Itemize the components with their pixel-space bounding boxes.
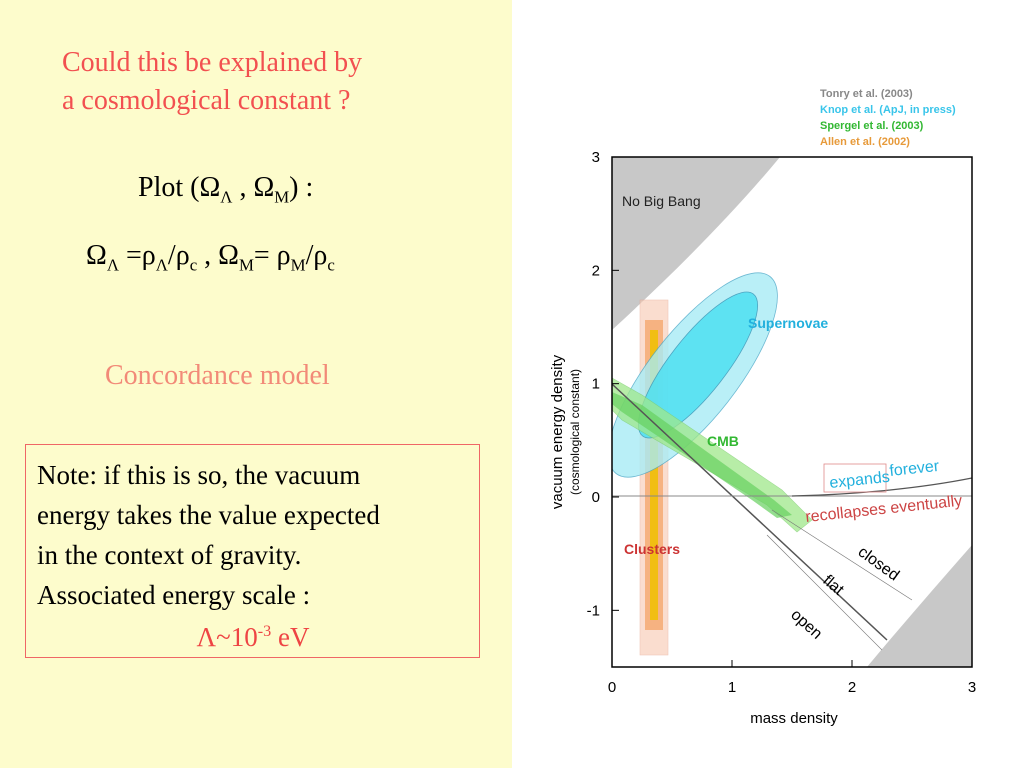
rho-sub-c2: c	[327, 255, 335, 275]
x-tick-label-3: 3	[968, 679, 976, 696]
plot-frame	[611, 156, 973, 668]
cmb-band-core	[612, 392, 792, 518]
omega-comma: , Ω	[197, 240, 239, 271]
y-tick-label-3: 0	[592, 489, 600, 506]
legend-entry-1: Knop et al. (ApJ, in press)	[820, 104, 956, 116]
no-big-bang-region	[612, 157, 780, 330]
expands-box	[823, 463, 887, 493]
concordance-model-label: Concordance model	[105, 360, 330, 391]
rho-sub-lambda: Λ	[155, 255, 168, 275]
omega-eq: =ρ	[118, 240, 156, 271]
cmb-label: CMB	[707, 433, 739, 449]
omega-div2: /ρ	[305, 240, 328, 271]
y-tick-label-1: 2	[592, 262, 600, 279]
recollapses-label: recollapses eventually	[805, 493, 963, 526]
note-line-1: Note: if this is so, the vacuum	[37, 460, 361, 490]
flat-label: flat	[819, 572, 847, 599]
x-tick-label-2: 2	[848, 679, 856, 696]
y-axis-label: vacuum energy density	[549, 354, 566, 509]
rho-sub-c: c	[189, 255, 198, 275]
chart-legend: Tonry et al. (2003) Knop et al. (ApJ, in …	[820, 88, 956, 148]
plot-prefix: Plot (Ω	[138, 172, 221, 203]
legend-entry-2: Spergel et al. (2003)	[820, 120, 924, 132]
supernovae-label: Supernovae	[748, 315, 828, 331]
legend-entry-3: Allen et al. (2002)	[820, 136, 910, 148]
legend-entry-0: Tonry et al. (2003)	[820, 88, 913, 100]
y-tick-label-4: -1	[587, 602, 600, 619]
note-line-2: energy takes the value expected	[37, 500, 380, 530]
x-axis-ticks: 0 1 2 3	[608, 660, 976, 696]
omega-sub-lambda: Λ	[106, 255, 119, 275]
note-line-4: Associated energy scale :	[37, 580, 311, 610]
y-axis-sublabel: (cosmological constant)	[568, 369, 582, 495]
omega-symbol: Ω	[86, 240, 107, 271]
expands-label: expands	[829, 469, 891, 492]
question-line-2: a cosmological constant ?	[62, 85, 351, 116]
plot-suffix: ) :	[289, 172, 314, 203]
clusters-band-core	[650, 330, 658, 620]
y-tick-label-0: 3	[592, 149, 600, 166]
expands-recollapse-curve	[791, 477, 972, 497]
y-tick-label-2: 1	[592, 376, 600, 393]
plot-sub-lambda: Λ	[220, 187, 233, 207]
plot-mid: , Ω	[232, 172, 275, 203]
no-big-bang-label: No Big Bang	[622, 193, 701, 209]
question-heading: Could this be explained by a cosmologica…	[62, 44, 362, 120]
omega-div: /ρ	[167, 240, 190, 271]
right-chart-panel: Tonry et al. (2003) Knop et al. (ApJ, in …	[512, 0, 1024, 768]
plot-formula: Plot (ΩΛ , ΩM) :	[138, 172, 313, 208]
forever-label: forever	[889, 458, 941, 480]
clusters-label: Clusters	[624, 541, 680, 557]
flat-line	[612, 383, 888, 641]
rho-sub-m: M	[290, 255, 306, 275]
x-axis-label: mass density	[750, 710, 838, 727]
note-line-3: in the context of gravity.	[37, 540, 302, 570]
closed-boundary	[771, 509, 913, 601]
energy-scale: Λ~10-3 eV	[37, 611, 469, 657]
recollapse-corner-region	[867, 545, 972, 667]
y-axis-ticks: 3 2 1 0 -1	[587, 149, 619, 619]
open-label: open	[787, 606, 825, 642]
note-box: Note: if this is so, the vacuum energy t…	[25, 444, 480, 658]
plot-area	[612, 157, 972, 667]
omega-definition: ΩΛ =ρΛ/ρc , ΩM= ρM/ρc	[86, 240, 335, 276]
omega-sub-m: M	[238, 255, 254, 275]
left-text-panel: Could this be explained by a cosmologica…	[0, 0, 512, 768]
scale-unit: eV	[271, 622, 310, 652]
x-tick-label-1: 1	[728, 679, 736, 696]
omega-eq2: = ρ	[253, 240, 291, 271]
scale-exponent: -3	[257, 622, 272, 640]
cosmology-chart: Tonry et al. (2003) Knop et al. (ApJ, in …	[549, 88, 976, 727]
open-boundary	[766, 534, 883, 651]
supernovae-contour-inner	[637, 291, 759, 439]
scale-base: Λ~10	[196, 622, 258, 652]
x-tick-label-0: 0	[608, 679, 616, 696]
plot-sub-m: M	[274, 187, 290, 207]
question-line-1: Could this be explained by	[62, 47, 363, 78]
